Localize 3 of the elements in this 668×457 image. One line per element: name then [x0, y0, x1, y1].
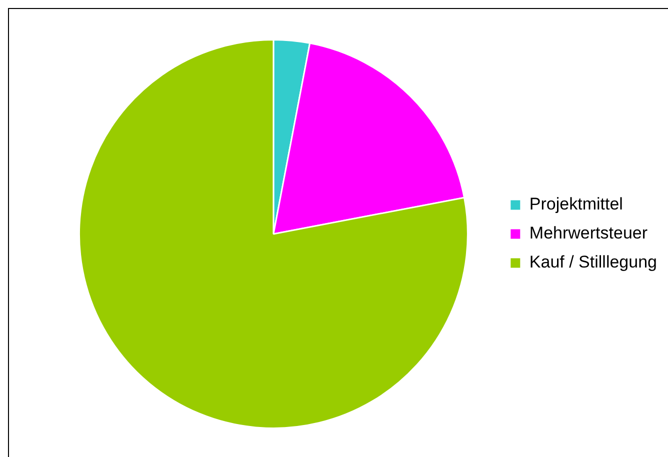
legend-label: Mehrwertsteuer	[529, 224, 648, 243]
legend-label: Projektmittel	[529, 194, 623, 214]
legend-label: Kauf / Stilllegung	[529, 252, 658, 272]
